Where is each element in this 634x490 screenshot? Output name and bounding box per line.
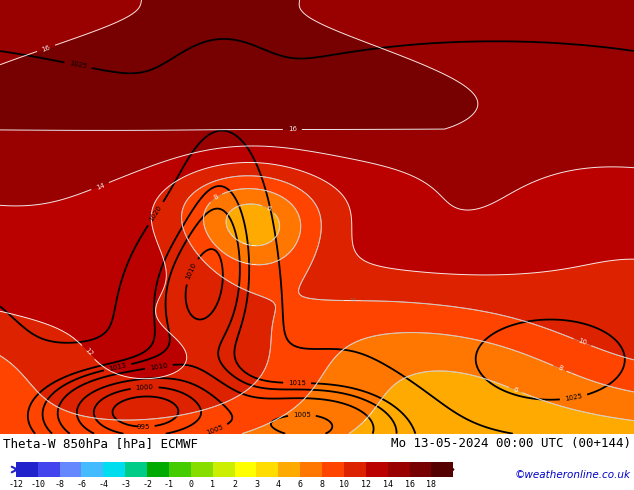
Text: 16: 16 <box>288 126 297 132</box>
Text: 10: 10 <box>349 298 356 303</box>
Bar <box>191 462 212 477</box>
Bar <box>169 462 191 477</box>
Text: 1010: 1010 <box>150 363 168 371</box>
Bar <box>38 462 60 477</box>
Bar <box>16 462 38 477</box>
Text: 10: 10 <box>339 480 349 489</box>
Text: 14: 14 <box>95 182 105 191</box>
Bar <box>212 462 235 477</box>
Text: -12: -12 <box>8 480 23 489</box>
Text: 6: 6 <box>247 243 252 248</box>
Text: 16: 16 <box>41 44 51 52</box>
Bar <box>147 462 169 477</box>
Text: 12: 12 <box>83 347 93 358</box>
Bar <box>125 462 147 477</box>
Text: 14: 14 <box>383 480 392 489</box>
Text: 0: 0 <box>188 480 193 489</box>
Bar <box>366 462 387 477</box>
Bar <box>301 462 322 477</box>
Text: 8: 8 <box>557 365 563 372</box>
Bar <box>103 462 125 477</box>
Text: 1025: 1025 <box>68 61 87 70</box>
Text: 8: 8 <box>320 480 325 489</box>
Text: 6: 6 <box>265 205 272 213</box>
Text: -1: -1 <box>164 480 174 489</box>
Text: 1005: 1005 <box>293 412 311 418</box>
Bar <box>387 462 410 477</box>
Text: 3: 3 <box>254 480 259 489</box>
Text: 995: 995 <box>136 424 150 430</box>
Text: -10: -10 <box>30 480 45 489</box>
Text: 1020: 1020 <box>148 204 163 223</box>
Bar <box>431 462 453 477</box>
Text: 1005: 1005 <box>205 424 224 436</box>
Bar <box>235 462 256 477</box>
Text: 4: 4 <box>276 480 281 489</box>
Text: -2: -2 <box>142 480 152 489</box>
Text: 1015: 1015 <box>288 380 306 386</box>
Text: 1013: 1013 <box>108 362 127 372</box>
Bar <box>60 462 81 477</box>
Text: -8: -8 <box>55 480 65 489</box>
Text: 10: 10 <box>577 338 588 347</box>
Bar <box>410 462 431 477</box>
Text: 1025: 1025 <box>564 393 583 402</box>
Text: 2: 2 <box>232 480 237 489</box>
Bar <box>322 462 344 477</box>
Text: 8: 8 <box>247 261 252 267</box>
Text: 18: 18 <box>427 480 436 489</box>
Text: 16: 16 <box>404 480 415 489</box>
Text: 6: 6 <box>298 480 302 489</box>
Bar <box>344 462 366 477</box>
Bar <box>278 462 300 477</box>
Text: -3: -3 <box>120 480 130 489</box>
Bar <box>256 462 278 477</box>
Text: -6: -6 <box>77 480 86 489</box>
Text: 6: 6 <box>366 413 372 419</box>
Text: Theta-W 850hPa [hPa] ECMWF: Theta-W 850hPa [hPa] ECMWF <box>3 437 198 450</box>
Text: 1000: 1000 <box>136 384 153 391</box>
Text: 8: 8 <box>212 194 219 201</box>
Text: ©weatheronline.co.uk: ©weatheronline.co.uk <box>515 470 631 480</box>
Text: 12: 12 <box>361 480 371 489</box>
Text: 6: 6 <box>512 387 519 394</box>
Text: Mo 13-05-2024 00:00 UTC (00+144): Mo 13-05-2024 00:00 UTC (00+144) <box>391 437 631 450</box>
Text: -4: -4 <box>98 480 108 489</box>
Text: 8: 8 <box>568 370 573 376</box>
Text: 1: 1 <box>210 480 215 489</box>
Bar <box>81 462 103 477</box>
Text: 1010: 1010 <box>185 262 198 281</box>
